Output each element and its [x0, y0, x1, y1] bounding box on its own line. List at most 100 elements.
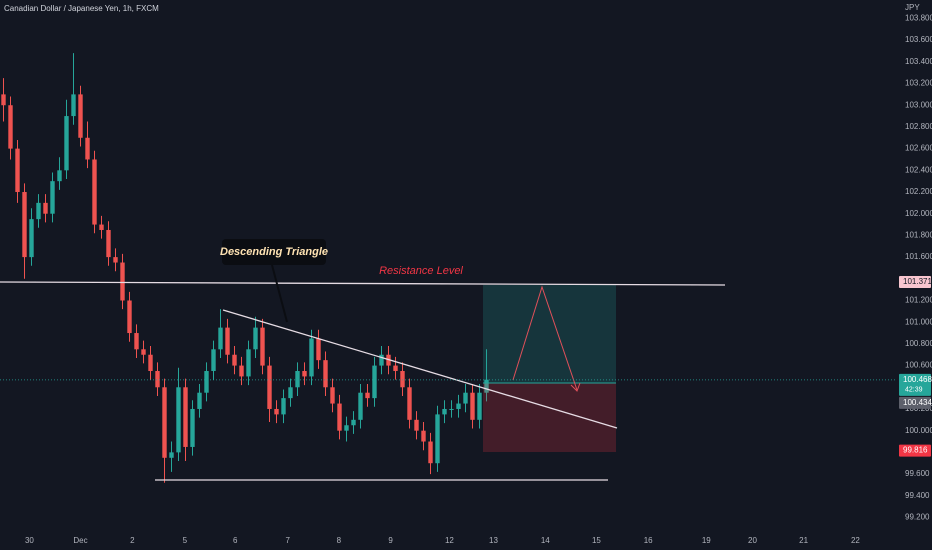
- candle-body: [253, 327, 258, 350]
- x-tick-label: 22: [851, 536, 860, 545]
- pattern-label: Descending Triangle: [220, 246, 328, 258]
- x-tick-label: Dec: [73, 536, 87, 545]
- candle-body: [232, 354, 237, 366]
- candle-body: [120, 262, 125, 301]
- callout-box: [222, 239, 326, 265]
- price-marker-label: 99.816: [903, 446, 928, 455]
- y-tick-label: 99.600: [905, 469, 930, 478]
- candle-body: [379, 354, 384, 366]
- drawings: Descending Triangle Resistance Level: [0, 239, 726, 481]
- y-tick-label: 102.000: [905, 209, 932, 218]
- candle-body: [351, 419, 356, 426]
- resistance-label: Resistance Level: [379, 265, 463, 277]
- y-tick-label: 100.600: [905, 361, 932, 370]
- candle-body: [155, 371, 160, 388]
- y-tick-label: 103.400: [905, 57, 932, 66]
- candle-body: [57, 170, 62, 182]
- candle-body: [344, 425, 349, 431]
- y-tick-label: 102.400: [905, 165, 932, 174]
- y-tick-label: 103.800: [905, 14, 932, 23]
- x-tick-label: 16: [644, 536, 653, 545]
- candle-body: [92, 159, 97, 225]
- candle-body: [169, 452, 174, 458]
- candle-body: [239, 365, 244, 377]
- target-zone: [483, 285, 616, 383]
- candle-body: [211, 349, 216, 372]
- price-marker-label: 100.434: [903, 398, 932, 407]
- candle-body: [204, 371, 209, 393]
- candle-body: [78, 94, 83, 138]
- x-tick-label: 6: [233, 536, 238, 545]
- x-tick-label: 19: [702, 536, 711, 545]
- currency-label: JPY: [905, 3, 920, 12]
- candle-body: [218, 327, 223, 350]
- candle-body: [477, 392, 482, 420]
- price-marker-label: 100.468: [903, 375, 932, 384]
- candle-body: [372, 365, 377, 399]
- candle-body: [36, 202, 41, 220]
- candle-body: [274, 408, 279, 415]
- candle-body: [442, 408, 447, 415]
- candle-body: [428, 441, 433, 464]
- candle-body: [225, 327, 230, 355]
- y-tick-label: 100.800: [905, 339, 932, 348]
- candle-body: [64, 116, 69, 171]
- x-tick-label: 20: [748, 536, 757, 545]
- arrow-head: [570, 382, 581, 392]
- candle-body: [197, 392, 202, 409]
- candle-body: [85, 137, 90, 160]
- countdown-label: 42:39: [905, 387, 923, 394]
- y-tick-label: 101.200: [905, 296, 932, 305]
- candle-body: [470, 392, 475, 420]
- y-tick-label: 102.600: [905, 144, 932, 153]
- candle-body: [323, 360, 328, 388]
- x-tick-label: 15: [592, 536, 601, 545]
- y-tick-label: 103.000: [905, 100, 932, 109]
- candle-body: [330, 387, 335, 404]
- candle-body: [15, 148, 20, 193]
- x-tick-label: 30: [25, 536, 34, 545]
- x-tick-label: 2: [130, 536, 135, 545]
- candle-body: [8, 105, 13, 149]
- x-tick-label: 14: [541, 536, 550, 545]
- descending-trendline: [222, 309, 618, 429]
- candle-body: [393, 365, 398, 372]
- y-tick-label: 99.400: [905, 491, 930, 500]
- candle-body: [22, 192, 27, 258]
- candle-body: [148, 354, 153, 372]
- y-tick-label: 101.600: [905, 252, 932, 261]
- x-tick-label: 8: [337, 536, 342, 545]
- candle-body: [414, 419, 419, 431]
- candle-body: [484, 379, 489, 393]
- callout-pointer: [271, 264, 288, 323]
- candle-body: [456, 403, 461, 409]
- candle-body: [449, 408, 454, 410]
- price-marker-label: 101.371: [903, 277, 932, 286]
- candle-body: [309, 338, 314, 377]
- price-marker: [899, 373, 931, 396]
- candle-body: [183, 387, 188, 447]
- y-tick-label: 103.600: [905, 35, 932, 44]
- candle-body: [463, 392, 468, 404]
- candle-body: [260, 327, 265, 366]
- x-tick-label: 7: [285, 536, 290, 545]
- y-tick-label: 101.000: [905, 317, 932, 326]
- y-tick-label: 101.800: [905, 231, 932, 240]
- x-tick-label: 21: [799, 536, 808, 545]
- candle-body: [281, 398, 286, 415]
- candle-body: [162, 387, 167, 458]
- projection-arrow: [512, 285, 578, 391]
- candle-body: [288, 387, 293, 399]
- x-tick-label: 9: [388, 536, 393, 545]
- y-tick-label: 103.200: [905, 79, 932, 88]
- candle-body: [134, 333, 139, 350]
- candle-body: [176, 387, 181, 453]
- candle-body: [267, 365, 272, 409]
- candle-body: [316, 338, 321, 361]
- x-tick-label: 13: [489, 536, 498, 545]
- price-marker: [899, 396, 931, 409]
- price-marker: [899, 444, 931, 457]
- candle-body: [421, 430, 426, 442]
